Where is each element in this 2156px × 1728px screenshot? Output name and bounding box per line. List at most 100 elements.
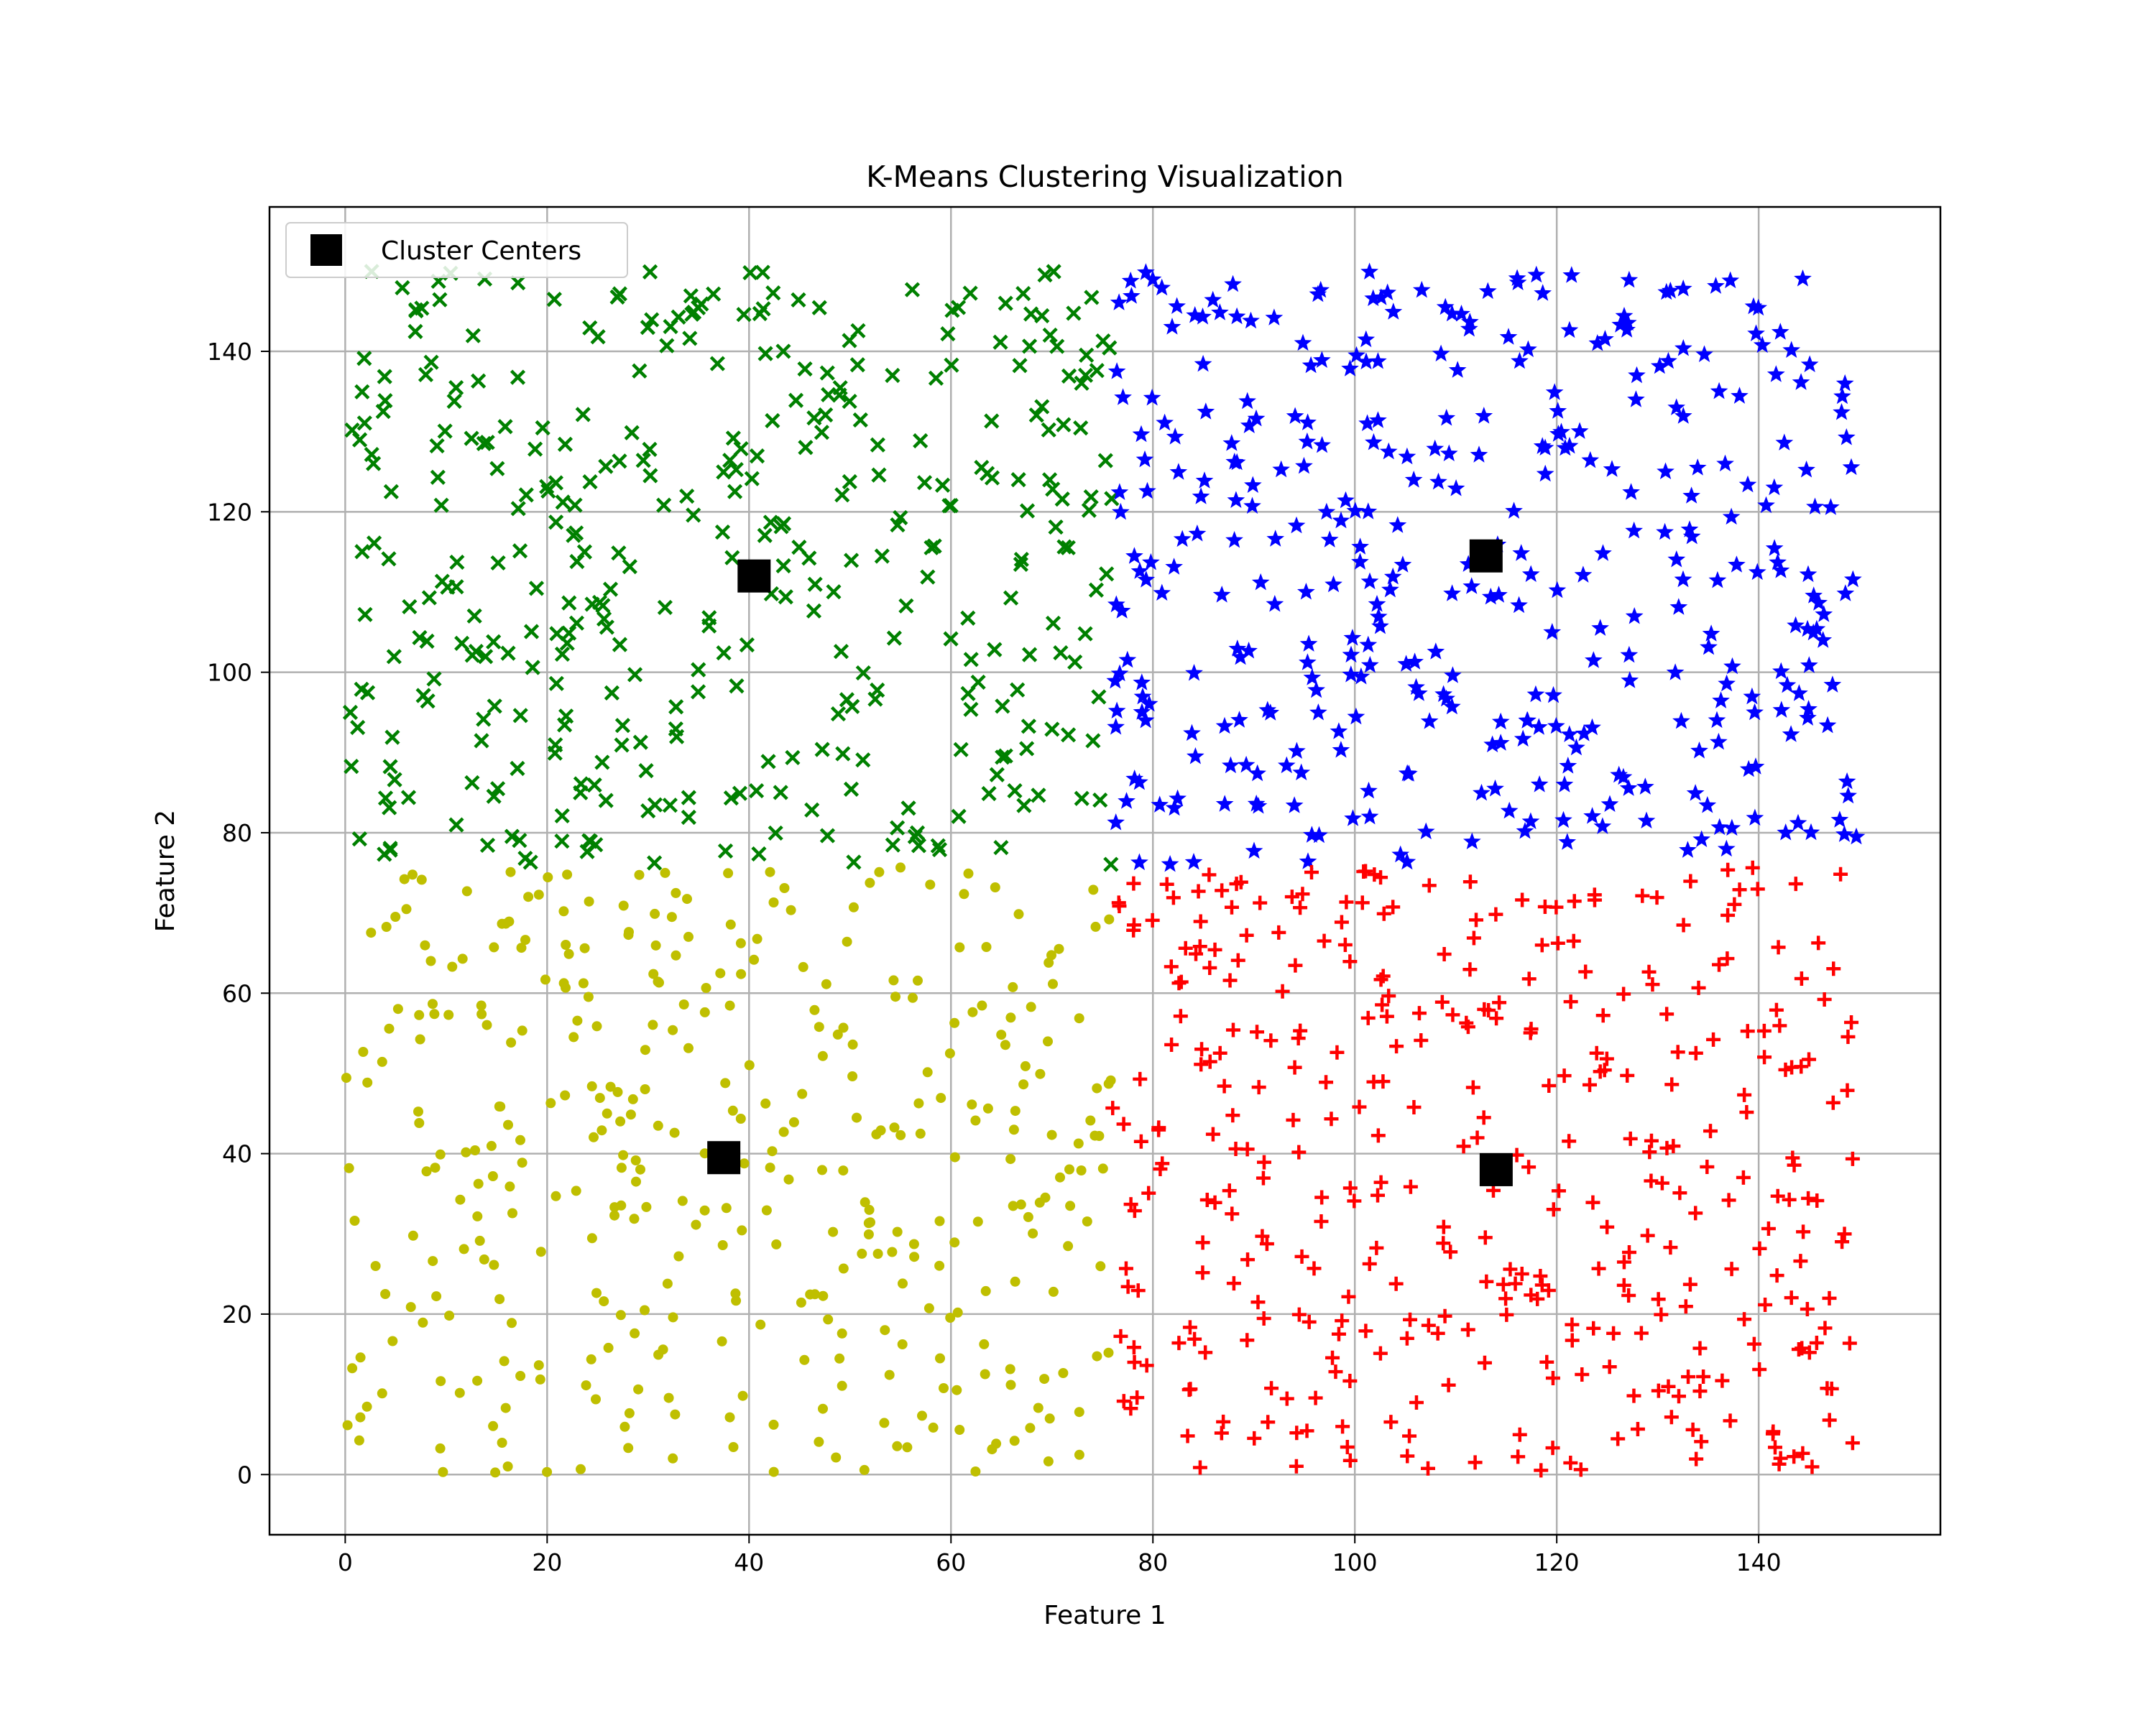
data-point [1545,1441,1560,1456]
data-point [1679,841,1697,858]
data-point [1695,345,1713,362]
data-point [1225,453,1244,470]
data-point [1752,1362,1767,1377]
data-point [614,718,631,734]
data-point [1275,984,1290,999]
data-point [1168,297,1186,314]
data-point [748,782,765,799]
data-point [1676,918,1691,933]
data-point [1341,1289,1356,1304]
data-point [1822,498,1840,515]
x-tick-label: 0 [338,1548,353,1576]
data-point [1794,971,1809,986]
data-point [855,752,871,768]
data-point [1838,428,1856,445]
data-point [421,590,437,606]
data-point [1083,489,1099,505]
data-point [1247,1431,1262,1446]
data-point [1307,1261,1322,1276]
y-tick-label: 100 [207,659,252,687]
data-point [1151,795,1169,813]
data-point [414,300,430,316]
data-point [1499,328,1518,345]
data-point [1680,520,1699,537]
data-point [1409,1395,1424,1410]
data-point [1005,1154,1016,1165]
data-point [830,706,847,722]
data-point [1008,1124,1019,1135]
data-point [347,1363,358,1374]
data-point [837,1328,847,1339]
data-point [1600,1219,1615,1234]
data-point [1778,675,1797,693]
data-point [963,701,979,717]
data-point [1802,1052,1817,1067]
data-point [1225,1022,1240,1038]
data-point [1264,1381,1279,1396]
data-point [1514,1266,1529,1281]
data-point [739,637,755,653]
data-point [1411,1006,1427,1021]
data-point [949,1152,960,1163]
data-point [1478,1230,1493,1245]
data-point [466,608,482,624]
data-point [1447,479,1465,496]
data-point [618,1150,629,1160]
data-point [1587,892,1602,907]
data-point [1028,407,1044,423]
data-point [1021,719,1036,734]
data-point [1809,1336,1824,1351]
data-point [489,781,506,797]
data-point [546,292,562,308]
data-point [355,1412,366,1423]
data-point [1422,878,1437,893]
data-point [683,1043,694,1053]
data-point [512,833,528,849]
data-point [615,1310,626,1321]
data-point [1488,907,1503,922]
data-point [1103,1347,1114,1358]
data-point [954,942,965,953]
data-point [595,598,611,614]
data-point [1298,432,1317,450]
data-point [1240,416,1258,433]
data-point [568,1032,579,1043]
data-point [1230,953,1245,968]
data-point [1182,1320,1197,1335]
data-point [430,1163,441,1173]
data-point [1559,757,1577,774]
data-point [1536,464,1554,482]
data-point [1289,1459,1304,1474]
data-point [1031,787,1046,803]
data-point [539,479,555,494]
data-point [420,940,430,951]
data-point [1787,1449,1802,1464]
data-point [1400,1449,1415,1464]
data-point [1085,1115,1096,1126]
data-point [668,1312,678,1323]
data-point [913,1098,924,1109]
data-point [650,908,660,919]
data-point [1187,1331,1202,1346]
data-point [486,634,502,650]
data-point [1470,445,1488,463]
data-point [1479,1274,1494,1289]
data-point [1441,1377,1456,1392]
data-point [943,498,959,514]
data-point [1651,1292,1666,1307]
data-point [1549,402,1567,419]
data-point [980,1369,990,1380]
data-point [1164,959,1179,974]
data-point [1822,1413,1837,1428]
data-point [1335,1313,1350,1329]
data-point [656,497,672,513]
data-point [1623,1131,1638,1146]
data-point [535,420,550,436]
data-point [673,1251,684,1262]
data-point [1342,645,1360,663]
data-point [828,1226,839,1237]
data-point [419,633,435,649]
data-point [1277,756,1296,774]
data-point [1694,1434,1709,1449]
data-point [934,1260,945,1271]
